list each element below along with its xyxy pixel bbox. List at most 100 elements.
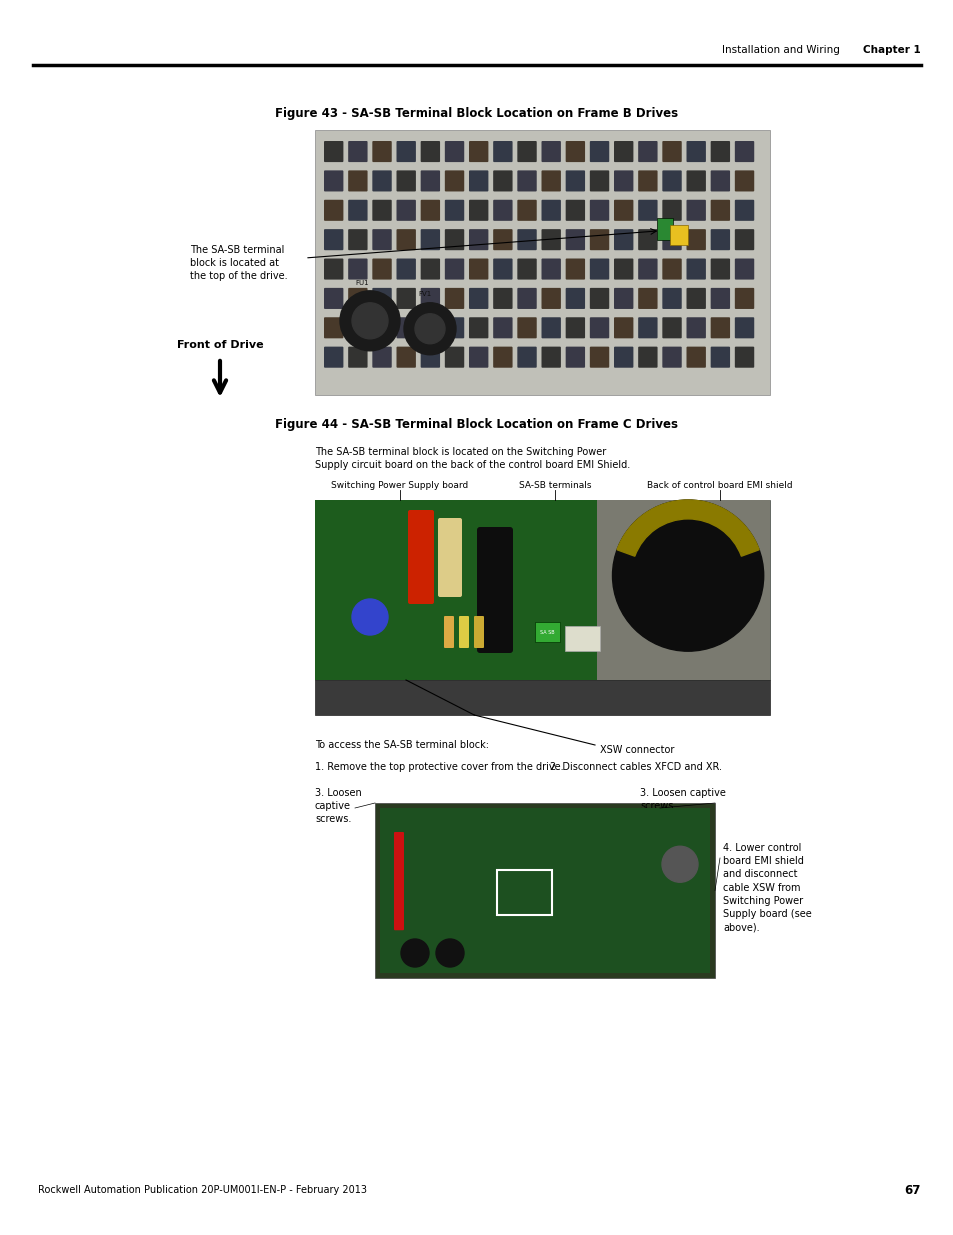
- FancyBboxPatch shape: [541, 230, 560, 251]
- FancyBboxPatch shape: [710, 200, 729, 221]
- FancyBboxPatch shape: [565, 141, 584, 162]
- Text: SA-SB terminals: SA-SB terminals: [518, 480, 591, 490]
- FancyBboxPatch shape: [517, 230, 537, 251]
- FancyBboxPatch shape: [589, 230, 609, 251]
- Bar: [597, 500, 769, 680]
- FancyBboxPatch shape: [614, 288, 633, 309]
- FancyBboxPatch shape: [734, 230, 754, 251]
- FancyBboxPatch shape: [444, 200, 464, 221]
- FancyBboxPatch shape: [444, 317, 464, 338]
- FancyBboxPatch shape: [324, 170, 343, 191]
- FancyBboxPatch shape: [517, 141, 537, 162]
- FancyBboxPatch shape: [661, 170, 681, 191]
- Text: The SA-SB terminal
block is located at
the top of the drive.: The SA-SB terminal block is located at t…: [190, 245, 287, 282]
- FancyBboxPatch shape: [493, 258, 512, 279]
- FancyBboxPatch shape: [394, 832, 403, 930]
- FancyBboxPatch shape: [437, 517, 461, 597]
- FancyBboxPatch shape: [638, 141, 657, 162]
- FancyBboxPatch shape: [686, 170, 705, 191]
- FancyBboxPatch shape: [372, 317, 392, 338]
- FancyBboxPatch shape: [324, 317, 343, 338]
- FancyBboxPatch shape: [396, 230, 416, 251]
- FancyBboxPatch shape: [372, 288, 392, 309]
- FancyBboxPatch shape: [686, 200, 705, 221]
- FancyBboxPatch shape: [686, 317, 705, 338]
- Text: Switching Power Supply board: Switching Power Supply board: [331, 480, 468, 490]
- Circle shape: [403, 303, 456, 354]
- FancyBboxPatch shape: [517, 317, 537, 338]
- FancyBboxPatch shape: [444, 230, 464, 251]
- Text: Figure 44 - SA-SB Terminal Block Location on Frame C Drives: Figure 44 - SA-SB Terminal Block Locatio…: [275, 417, 678, 431]
- FancyBboxPatch shape: [589, 200, 609, 221]
- FancyBboxPatch shape: [420, 317, 439, 338]
- FancyBboxPatch shape: [589, 288, 609, 309]
- FancyBboxPatch shape: [541, 141, 560, 162]
- FancyBboxPatch shape: [638, 347, 657, 368]
- FancyBboxPatch shape: [734, 288, 754, 309]
- FancyBboxPatch shape: [710, 258, 729, 279]
- FancyBboxPatch shape: [324, 141, 343, 162]
- FancyBboxPatch shape: [614, 170, 633, 191]
- FancyBboxPatch shape: [372, 170, 392, 191]
- FancyBboxPatch shape: [444, 258, 464, 279]
- FancyBboxPatch shape: [661, 317, 681, 338]
- FancyBboxPatch shape: [396, 258, 416, 279]
- FancyBboxPatch shape: [372, 141, 392, 162]
- Text: 4. Lower control
board EMI shield
and disconnect
cable XSW from
Switching Power
: 4. Lower control board EMI shield and di…: [722, 844, 811, 932]
- FancyBboxPatch shape: [348, 170, 367, 191]
- Bar: [314, 500, 769, 680]
- FancyBboxPatch shape: [493, 141, 512, 162]
- FancyBboxPatch shape: [324, 258, 343, 279]
- FancyBboxPatch shape: [396, 347, 416, 368]
- FancyBboxPatch shape: [396, 141, 416, 162]
- FancyBboxPatch shape: [614, 200, 633, 221]
- FancyBboxPatch shape: [686, 230, 705, 251]
- FancyBboxPatch shape: [493, 347, 512, 368]
- FancyBboxPatch shape: [541, 347, 560, 368]
- FancyBboxPatch shape: [458, 616, 469, 648]
- Text: 3. Loosen
captive
screws.: 3. Loosen captive screws.: [314, 788, 361, 825]
- FancyBboxPatch shape: [638, 170, 657, 191]
- Text: The SA-SB terminal block is located on the Switching Power
Supply circuit board : The SA-SB terminal block is located on t…: [314, 447, 630, 471]
- FancyBboxPatch shape: [710, 317, 729, 338]
- Text: Chapter 1: Chapter 1: [862, 44, 920, 56]
- FancyBboxPatch shape: [614, 141, 633, 162]
- Text: SA SB: SA SB: [539, 630, 554, 635]
- FancyBboxPatch shape: [493, 317, 512, 338]
- FancyBboxPatch shape: [348, 347, 367, 368]
- Text: 3. Loosen captive
screws.: 3. Loosen captive screws.: [639, 788, 725, 811]
- FancyBboxPatch shape: [734, 170, 754, 191]
- FancyBboxPatch shape: [638, 288, 657, 309]
- FancyBboxPatch shape: [348, 200, 367, 221]
- FancyBboxPatch shape: [565, 288, 584, 309]
- FancyBboxPatch shape: [348, 317, 367, 338]
- FancyBboxPatch shape: [686, 288, 705, 309]
- FancyBboxPatch shape: [493, 170, 512, 191]
- FancyBboxPatch shape: [443, 616, 454, 648]
- Bar: [657, 217, 673, 240]
- FancyBboxPatch shape: [638, 230, 657, 251]
- FancyBboxPatch shape: [517, 170, 537, 191]
- FancyBboxPatch shape: [324, 288, 343, 309]
- Circle shape: [400, 939, 429, 967]
- FancyBboxPatch shape: [396, 317, 416, 338]
- FancyBboxPatch shape: [565, 258, 584, 279]
- FancyBboxPatch shape: [638, 200, 657, 221]
- FancyBboxPatch shape: [589, 141, 609, 162]
- FancyBboxPatch shape: [469, 200, 488, 221]
- FancyBboxPatch shape: [324, 347, 343, 368]
- Bar: [497, 869, 551, 915]
- Circle shape: [339, 290, 399, 351]
- FancyBboxPatch shape: [469, 347, 488, 368]
- FancyBboxPatch shape: [614, 230, 633, 251]
- FancyBboxPatch shape: [686, 141, 705, 162]
- Circle shape: [612, 500, 763, 651]
- FancyBboxPatch shape: [517, 288, 537, 309]
- Bar: [565, 626, 599, 651]
- FancyBboxPatch shape: [661, 288, 681, 309]
- FancyBboxPatch shape: [420, 141, 439, 162]
- FancyBboxPatch shape: [614, 317, 633, 338]
- Text: 2. Disconnect cables XFCD and XR.: 2. Disconnect cables XFCD and XR.: [550, 762, 721, 772]
- FancyBboxPatch shape: [541, 170, 560, 191]
- FancyBboxPatch shape: [589, 170, 609, 191]
